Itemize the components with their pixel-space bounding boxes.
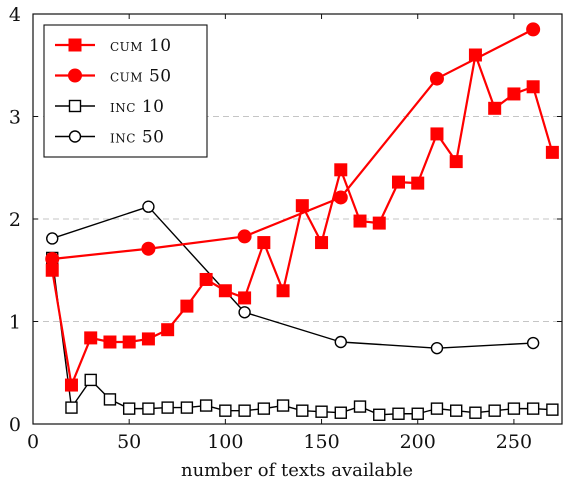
y-tick-label: 2: [9, 209, 21, 231]
data-point-cum-10: [545, 145, 559, 159]
x-tick-label: 0: [27, 431, 39, 453]
x-tick-label: 50: [117, 431, 141, 453]
data-point-cum-10: [45, 263, 59, 277]
x-tick-label: 200: [400, 431, 436, 453]
data-point-inc-10: [507, 402, 521, 415]
data-point-inc-50: [142, 200, 155, 213]
data-point-cum-10: [488, 101, 502, 115]
data-point-inc-50: [334, 335, 347, 349]
data-point-cum-10: [218, 284, 232, 298]
data-point-cum-10: [430, 127, 444, 141]
data-point-inc-10: [257, 402, 271, 415]
data-point-cum-10: [103, 335, 117, 349]
data-point-cum-10: [257, 236, 271, 250]
data-point-inc-10: [546, 403, 559, 416]
data-point-cum-50: [237, 229, 252, 244]
data-point-cum-10: [334, 163, 348, 177]
legend-label-inc-50: inc 50: [110, 128, 164, 148]
data-point-cum-10: [507, 87, 521, 101]
data-point-inc-10: [373, 408, 386, 421]
data-point-cum-50: [141, 241, 156, 256]
data-point-cum-10: [353, 214, 367, 228]
data-point-inc-10: [526, 402, 540, 415]
data-point-inc-10: [238, 404, 251, 417]
data-point-inc-10: [122, 402, 136, 415]
y-tick-label: 1: [9, 312, 21, 334]
data-point-inc-50: [430, 341, 444, 355]
data-point-inc-10: [180, 401, 194, 414]
data-point-cum-10: [391, 175, 405, 189]
data-point-inc-10: [103, 393, 117, 406]
data-point-inc-10: [161, 401, 174, 414]
data-point-inc-10: [469, 406, 482, 419]
data-point-cum-10: [449, 155, 463, 169]
data-point-inc-10: [488, 404, 501, 417]
y-tick-label: 0: [9, 414, 21, 436]
data-point-inc-10: [392, 407, 405, 420]
series-line-inc-50: [52, 205, 534, 349]
legend-label-inc-10: inc 10: [110, 97, 164, 117]
data-point-inc-10: [65, 401, 78, 414]
legend-marker-inc-10: [68, 99, 82, 113]
x-axis-label: number of texts available: [181, 460, 413, 481]
data-point-cum-10: [84, 331, 98, 345]
x-tick-label: 150: [303, 431, 339, 453]
legend-marker-cum-50: [68, 68, 82, 83]
data-point-inc-10: [276, 399, 290, 412]
data-point-cum-10: [141, 332, 155, 346]
series-inc-50: [46, 200, 540, 355]
data-point-inc-50: [46, 232, 59, 245]
data-point-cum-50: [333, 190, 348, 205]
data-point-inc-10: [450, 404, 463, 417]
axis-ticks: 0 50 100 150 200 250 0 1 2 3 4: [9, 4, 562, 453]
data-point-inc-10: [142, 402, 155, 415]
data-point-inc-10: [411, 407, 424, 420]
series-cum-10: [45, 48, 559, 392]
series-line-cum-50: [52, 28, 534, 261]
data-point-cum-10: [161, 323, 175, 337]
series-inc-10: [46, 251, 559, 421]
data-point-cum-10: [122, 335, 136, 349]
data-point-inc-10: [296, 404, 309, 417]
series-cum-50: [45, 22, 541, 266]
data-point-inc-10: [199, 399, 213, 412]
data-point-cum-10: [295, 199, 309, 213]
data-point-cum-10: [411, 176, 425, 190]
data-point-inc-10: [334, 406, 347, 419]
data-point-inc-10: [315, 405, 328, 418]
y-tick-label: 4: [9, 4, 21, 26]
data-point-inc-10: [430, 402, 444, 415]
data-point-inc-10: [84, 373, 97, 387]
data-point-cum-10: [64, 378, 78, 392]
data-point-inc-50: [238, 306, 251, 319]
data-point-cum-10: [238, 291, 252, 305]
grid-lines: [33, 116, 562, 322]
y-tick-label: 3: [9, 107, 21, 129]
data-point-cum-10: [526, 80, 540, 94]
data-point-inc-50: [526, 336, 540, 350]
data-point-cum-50: [429, 71, 444, 86]
data-point-cum-10: [315, 236, 329, 250]
series-layer: [45, 22, 559, 421]
data-point-cum-10: [276, 284, 290, 298]
legend: cum 10 cum 50 inc 10 inc 50: [43, 24, 208, 158]
data-point-inc-10: [219, 404, 232, 417]
legend-label-cum-50: cum 50: [110, 67, 172, 87]
data-point-cum-50: [526, 22, 541, 37]
x-tick-label: 100: [207, 431, 243, 453]
data-point-cum-10: [180, 299, 194, 313]
data-point-inc-10: [353, 400, 367, 413]
data-point-cum-10: [372, 216, 386, 230]
data-point-cum-10: [199, 272, 213, 286]
legend-marker-inc-50: [68, 130, 82, 143]
legend-marker-cum-10: [68, 38, 82, 52]
legend-label-cum-10: cum 10: [110, 36, 172, 56]
data-point-cum-50: [45, 251, 60, 266]
x-tick-label: 250: [496, 431, 532, 453]
